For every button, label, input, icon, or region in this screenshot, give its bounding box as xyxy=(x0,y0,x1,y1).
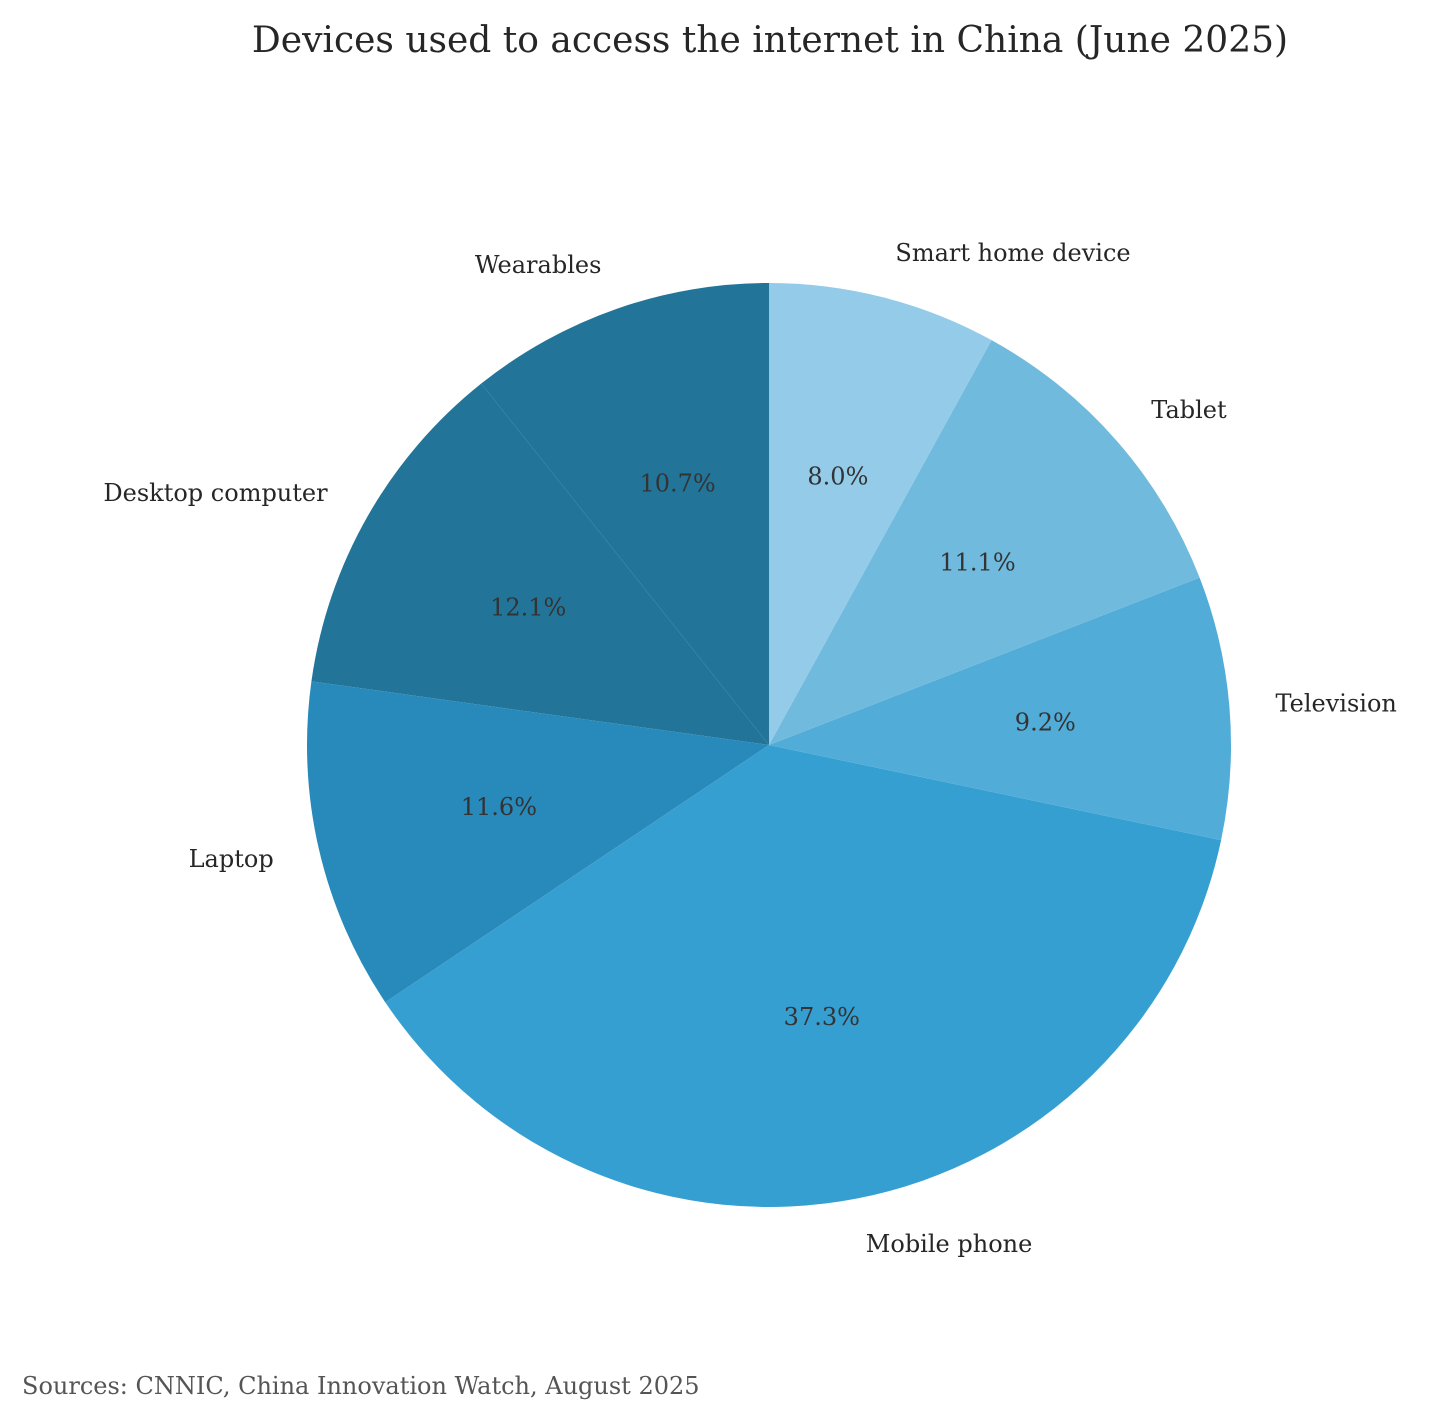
chart-title: Devices used to access the internet in C… xyxy=(252,20,1288,61)
pct-label-desktop-computer: 12.1% xyxy=(490,594,566,622)
slice-label-television: Television xyxy=(1276,690,1397,718)
slice-label-wearables: Wearables xyxy=(475,251,602,279)
slice-label-smart-home-device: Smart home device xyxy=(895,239,1130,267)
slice-smart-home-device xyxy=(769,283,992,745)
pct-label-tablet: 11.1% xyxy=(939,548,1015,576)
slice-label-laptop: Laptop xyxy=(189,845,274,873)
slice-label-mobile-phone: Mobile phone xyxy=(866,1230,1033,1258)
slice-label-desktop-computer: Desktop computer xyxy=(103,479,328,507)
source-note: Sources: CNNIC, China Innovation Watch, … xyxy=(22,1372,700,1400)
pct-label-television: 9.2% xyxy=(1015,708,1076,736)
pct-label-laptop: 11.6% xyxy=(461,793,537,821)
slice-mobile-phone xyxy=(385,745,1222,1208)
pct-label-wearables: 10.7% xyxy=(639,469,715,497)
slice-laptop xyxy=(307,681,769,1003)
slice-television xyxy=(769,577,1231,841)
pct-label-smart-home-device: 8.0% xyxy=(807,463,868,491)
pct-label-mobile-phone: 37.3% xyxy=(784,1003,860,1031)
slice-tablet xyxy=(769,340,1200,745)
pie-labels: Wearables 10.7% Desktop computer 12.1% Lapto… xyxy=(103,239,1396,1258)
slice-label-tablet: Tablet xyxy=(1151,396,1227,424)
slice-desktop-computer xyxy=(311,383,769,745)
pie-slices xyxy=(307,283,1231,1208)
slice-wearables xyxy=(481,283,769,745)
